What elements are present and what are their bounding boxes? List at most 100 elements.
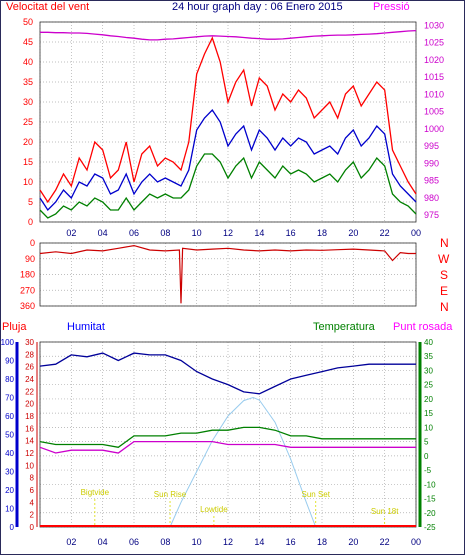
dewpoint-label: Punt rosada: [393, 321, 453, 333]
rain-y-tick-label: 30: [25, 338, 34, 347]
wind-y-tick-label: 15: [23, 157, 33, 167]
wind-x-tick-label: 04: [98, 228, 108, 238]
wind-x-tick-label: 14: [254, 228, 264, 238]
pressure-line: [40, 29, 417, 41]
wind-x-tick-label: 12: [223, 228, 233, 238]
solar-radiation-line: [169, 396, 317, 528]
pressure-label: Pressió: [373, 1, 410, 13]
thermo-x-tick-label: 16: [286, 537, 296, 547]
temperature-y-tick-label: 20: [424, 395, 433, 404]
wind-x-tick-label: 18: [317, 228, 327, 238]
wind-x-tick-label: 08: [160, 228, 170, 238]
temperature-y-tick-label: -25: [424, 523, 436, 532]
wind-y-tick-label: 35: [23, 77, 33, 87]
pressure-y-tick-label: 1010: [424, 89, 444, 99]
wind-y-tick-label: 20: [23, 137, 33, 147]
rain-y-tick-label: 20: [25, 400, 34, 409]
thermo-x-tick-label: 02: [66, 537, 76, 547]
thermo-x-tick-label: 00: [411, 537, 421, 547]
humidity-y-tick-label: 80: [5, 375, 14, 384]
rain-y-tick-label: 4: [30, 498, 35, 507]
direction-panel-border: [39, 242, 417, 307]
pressure-y-tick-label: 1025: [424, 38, 444, 48]
direction-y-tick-label: 90: [25, 254, 35, 264]
dir-letter-w: W: [438, 252, 450, 266]
temperature-y-tick-label: 35: [424, 352, 433, 361]
rain-y-tick-label: 28: [25, 350, 34, 359]
wind-y-tick-label: 50: [23, 17, 33, 27]
pressure-y-tick-label: 995: [424, 141, 439, 151]
thermo-x-tick-label: 10: [192, 537, 202, 547]
pressure-y-tick-label: 985: [424, 176, 439, 186]
wind-speed-label: Velocitat del vent: [6, 1, 90, 13]
thermo-x-tick-label: 04: [98, 537, 108, 547]
humidity-label: Humitat: [67, 321, 105, 333]
wind-x-tick-label: 16: [286, 228, 296, 238]
wind-y-tick-label: 0: [28, 217, 33, 227]
rain-y-tick-label: 0: [30, 523, 35, 532]
dir-letter-s: S: [440, 268, 449, 282]
temperature-y-tick-label: 15: [424, 409, 433, 418]
pressure-y-tick-label: 975: [424, 210, 439, 220]
humidity-y-tick-label: 40: [5, 449, 14, 458]
humidity-y-tick-label: 50: [5, 431, 14, 440]
direction-y-tick-label: 360: [20, 301, 35, 311]
dewpoint-line: [39, 440, 416, 454]
rain-y-tick-label: 14: [25, 437, 34, 446]
wind-panel-border: [39, 21, 417, 223]
wind-direction-line: [39, 244, 416, 304]
wind-min-line: [39, 153, 417, 219]
wind-x-tick-label: 22: [380, 228, 390, 238]
pressure-y-tick-label: 1005: [424, 107, 444, 117]
humidity-y-tick-label: 100: [1, 338, 15, 347]
temperature-y-tick-label: -10: [424, 480, 436, 489]
wind-avg-line: [39, 108, 417, 212]
dir-letter-n-bottom: N: [440, 300, 449, 314]
pressure-y-tick-label: 990: [424, 158, 439, 168]
temperature-y-tick-label: 30: [424, 366, 433, 375]
thermo-x-tick-label: 18: [317, 537, 327, 547]
direction-y-tick-label: 270: [20, 285, 35, 295]
direction-y-tick-label: 180: [20, 270, 35, 280]
thermo-x-tick-label: 08: [160, 537, 170, 547]
temperature-y-tick-label: 5: [424, 438, 429, 447]
wind-y-tick-label: 25: [23, 117, 33, 127]
rain-y-tick-label: 24: [25, 375, 34, 384]
direction-y-tick-label: 0: [30, 238, 35, 248]
pressure-y-tick-label: 1000: [424, 124, 444, 134]
graph-title: 24 hour graph day : 06 Enero 2015: [172, 1, 343, 13]
temperature-y-tick-label: 10: [424, 423, 433, 432]
wind-x-tick-label: 06: [129, 228, 139, 238]
dir-letter-e: E: [440, 284, 449, 298]
thermo-x-tick-label: 06: [129, 537, 139, 547]
rain-y-tick-label: 10: [25, 461, 34, 470]
wind-x-tick-label: 20: [348, 228, 358, 238]
humidity-y-tick-label: 20: [5, 486, 14, 495]
pressure-y-tick-label: 1015: [424, 72, 444, 82]
humidity-y-tick-label: 70: [5, 394, 14, 403]
pressure-y-tick-label: 980: [424, 193, 439, 203]
temperature-y-tick-label: -5: [424, 466, 432, 475]
temperature-y-tick-label: 0: [424, 452, 429, 461]
temperature-y-tick-label: -15: [424, 495, 436, 504]
thermo-x-tick-label: 12: [223, 537, 233, 547]
annotation-label: Lowtide: [200, 505, 228, 514]
wind-y-tick-label: 45: [23, 37, 33, 47]
humidity-y-tick-label: 90: [5, 357, 14, 366]
wind-x-tick-label: 10: [192, 228, 202, 238]
temperature-y-tick-label: 40: [424, 338, 433, 347]
wind-x-tick-label: 02: [66, 228, 76, 238]
humidity-y-tick-label: 10: [5, 505, 14, 514]
wind-y-tick-label: 30: [23, 97, 33, 107]
rain-y-tick-label: 18: [25, 412, 34, 421]
thermo-x-tick-label: 20: [348, 537, 358, 547]
wind-y-tick-label: 10: [23, 177, 33, 187]
pressure-y-tick-label: 1020: [424, 55, 444, 65]
wind-y-tick-label: 5: [28, 197, 33, 207]
temperature-y-tick-label: -20: [424, 509, 436, 518]
dir-letter-n-top: N: [440, 236, 449, 250]
humidity-line: [39, 352, 416, 395]
rain-y-tick-label: 6: [30, 486, 35, 495]
